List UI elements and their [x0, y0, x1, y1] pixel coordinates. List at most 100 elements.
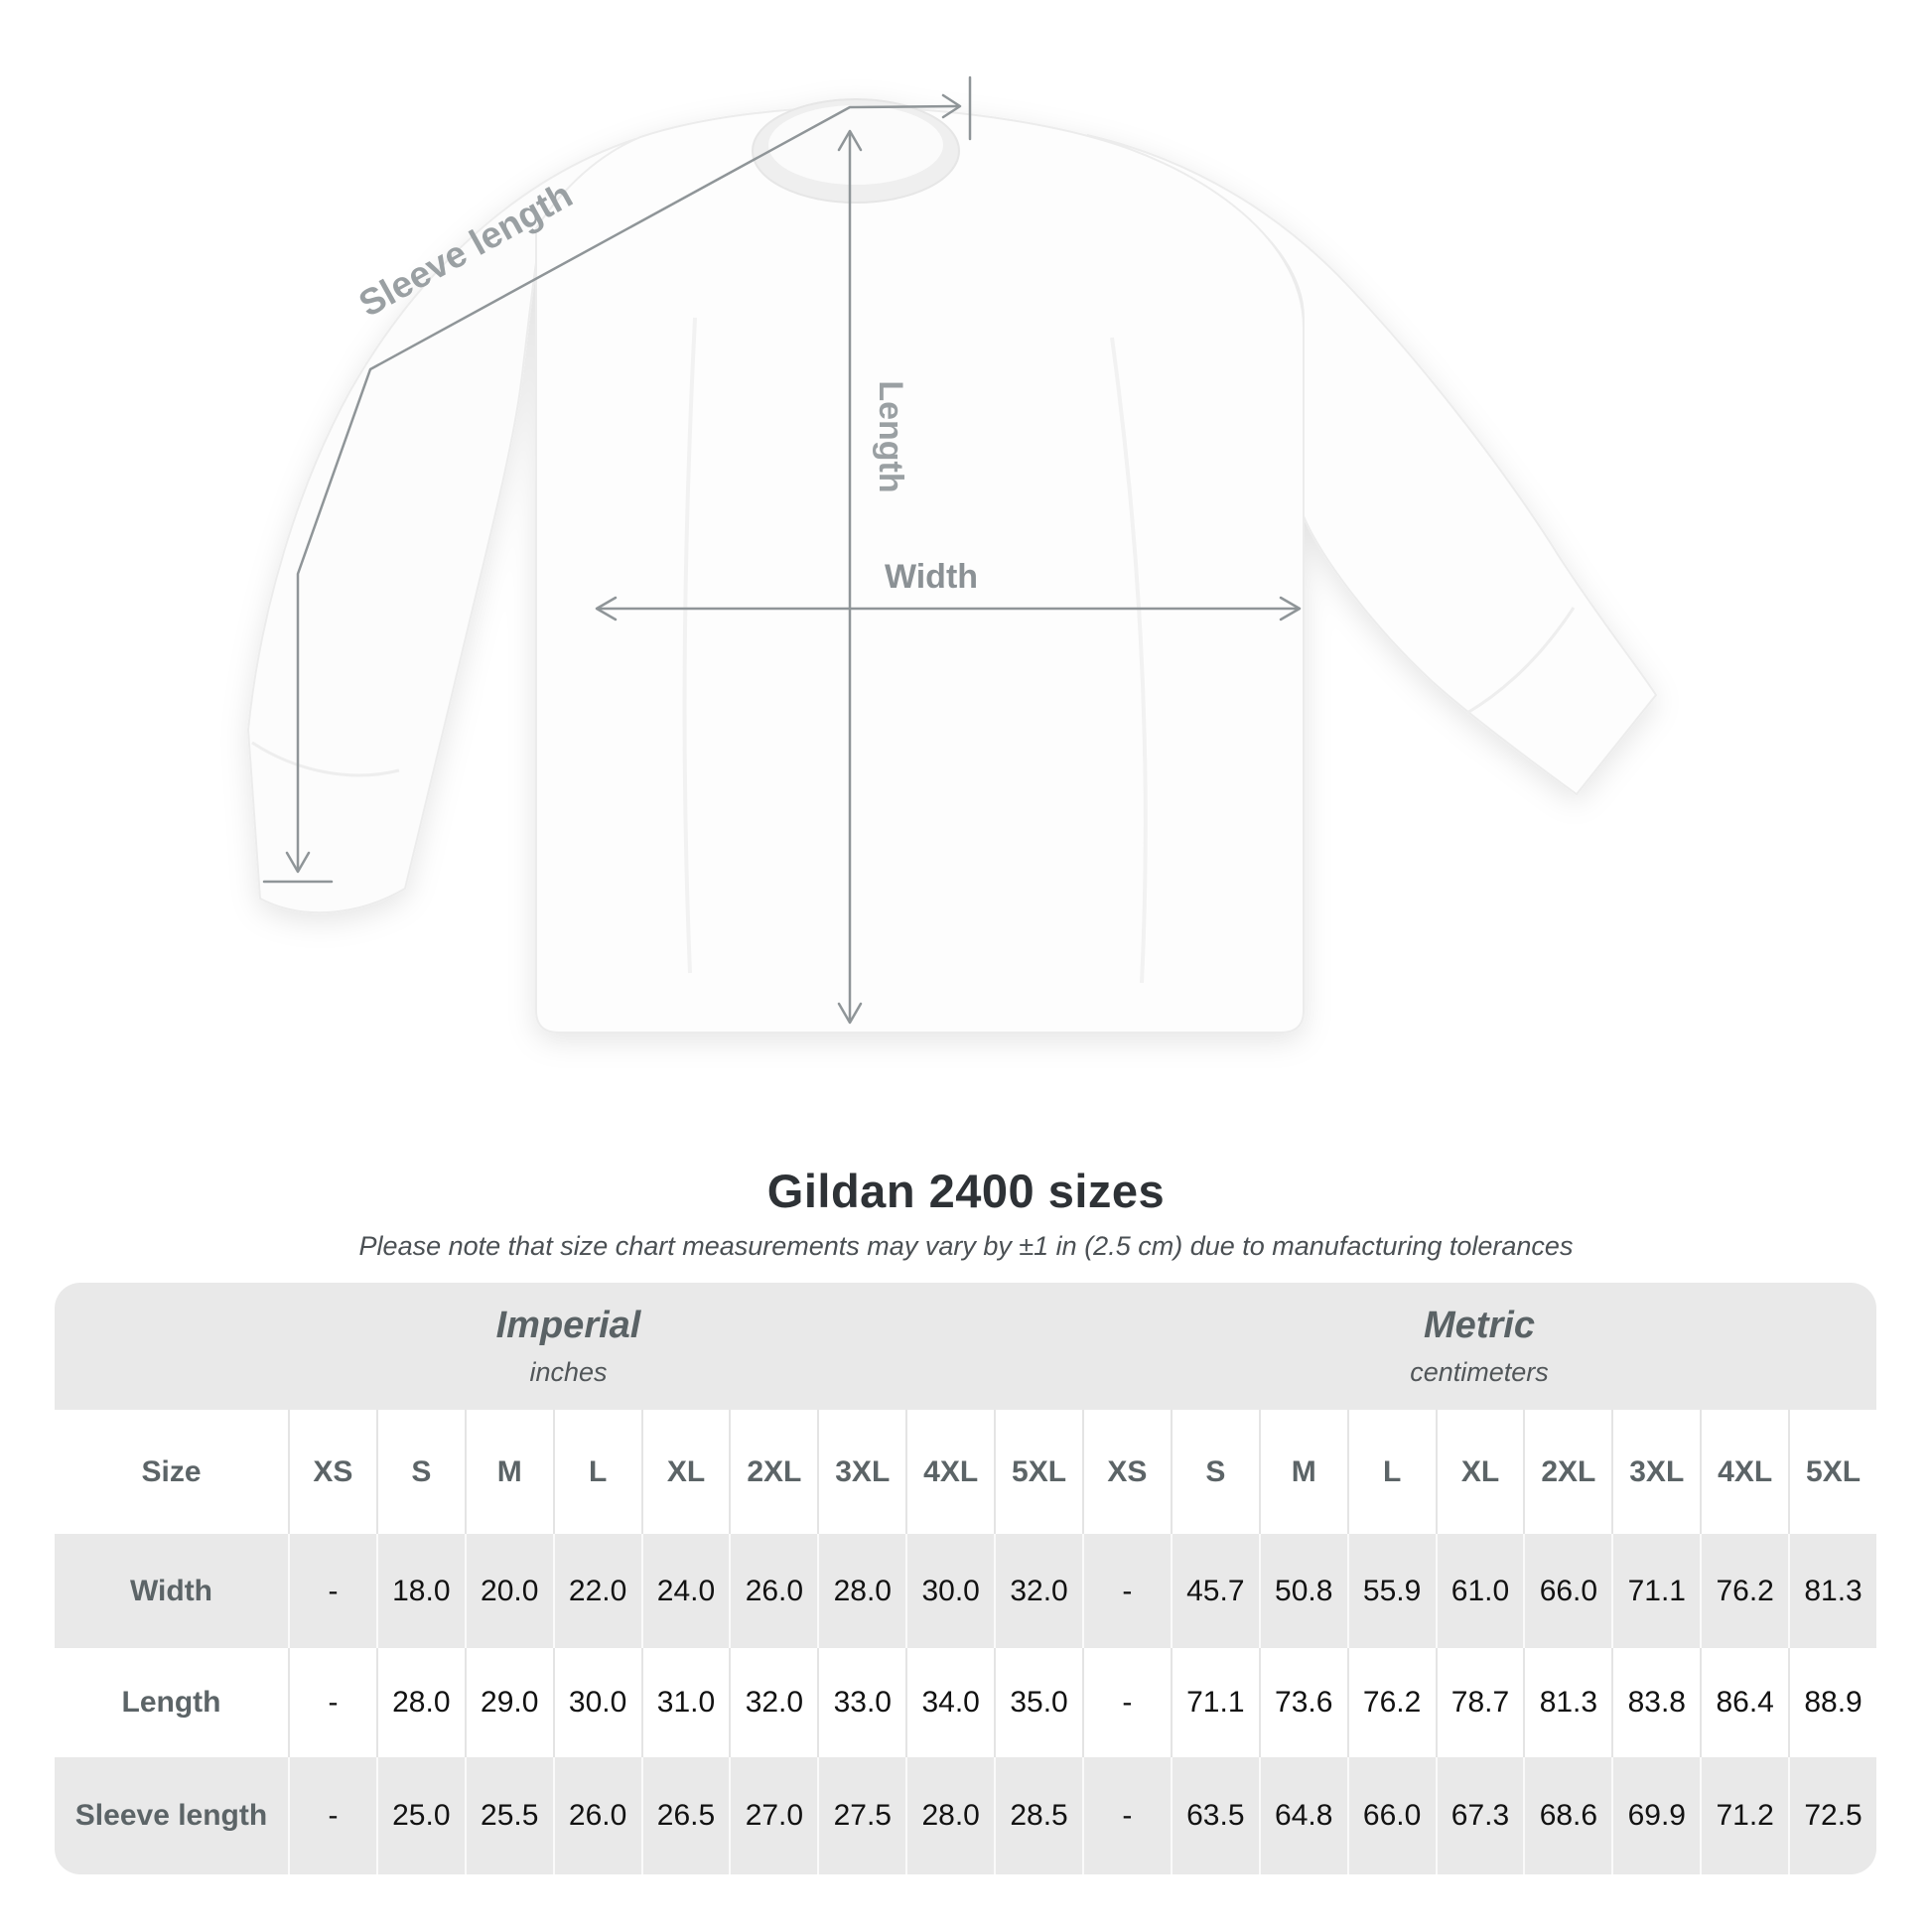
table-cell: 69.9 [1611, 1757, 1701, 1874]
table-cell: 55.9 [1346, 1534, 1436, 1648]
size-column-title: Size [55, 1410, 288, 1534]
table-cell: 64.8 [1258, 1757, 1347, 1874]
table-cell: 67.3 [1435, 1757, 1524, 1874]
table-cell: - [1081, 1648, 1171, 1757]
table-cell: 81.3 [1523, 1648, 1612, 1757]
table-cell: 27.5 [817, 1757, 906, 1874]
column-header: XL [1435, 1410, 1524, 1534]
table-cell: - [1081, 1534, 1171, 1648]
width-arrow-left [595, 596, 618, 621]
table-cell: 61.0 [1435, 1534, 1524, 1648]
table-cell: 71.2 [1700, 1757, 1789, 1874]
table-cell: 22.0 [552, 1534, 641, 1648]
sleeve-length-arrow-right [941, 93, 962, 119]
table-cell: 33.0 [817, 1648, 906, 1757]
table-cell: 28.5 [994, 1757, 1082, 1874]
unit-header-metric: Metric centimeters [1082, 1283, 1876, 1410]
metric-unit-label: centimeters [1410, 1357, 1549, 1387]
table-cell: - [1081, 1757, 1171, 1874]
table-cell: 35.0 [994, 1648, 1082, 1757]
column-header: S [1170, 1410, 1259, 1534]
column-header: 3XL [817, 1410, 906, 1534]
fabric-crease [1110, 337, 1148, 984]
sleeve-length-arrow-down [285, 851, 311, 874]
left-sleeve [246, 138, 636, 914]
imperial-unit-label: inches [529, 1357, 608, 1387]
table-cell: 76.2 [1700, 1534, 1789, 1648]
column-header: 2XL [1523, 1410, 1612, 1534]
table-cell: 50.8 [1258, 1534, 1347, 1648]
table-cell: 71.1 [1611, 1534, 1701, 1648]
table-cell: - [288, 1757, 376, 1874]
table-cell: 76.2 [1346, 1648, 1436, 1757]
table-cell: 28.0 [905, 1757, 995, 1874]
table-cell: 28.0 [817, 1534, 906, 1648]
row-label-length: Length [55, 1648, 288, 1757]
page-title: Gildan 2400 sizes [766, 1165, 1166, 1217]
table-cell: 66.0 [1346, 1757, 1436, 1874]
table-cell: 71.1 [1170, 1648, 1259, 1757]
table-cell: 45.7 [1170, 1534, 1259, 1648]
right-cuff-seam [1466, 607, 1576, 715]
table-cell: - [288, 1648, 376, 1757]
table-cell: 28.0 [375, 1648, 465, 1757]
table-cell: 68.6 [1523, 1757, 1612, 1874]
table-cell: - [288, 1534, 376, 1648]
column-header: 3XL [1611, 1410, 1701, 1534]
column-header: 4XL [905, 1410, 995, 1534]
right-sleeve [1086, 134, 1658, 796]
column-header: XS [288, 1410, 376, 1534]
table-cell: 26.0 [729, 1534, 818, 1648]
row-label-width: Width [55, 1534, 288, 1648]
table-cell: 63.5 [1170, 1757, 1259, 1874]
table-cell: 27.0 [729, 1757, 818, 1874]
table-cell: 66.0 [1523, 1534, 1612, 1648]
length-label: Length [872, 380, 909, 492]
table-cell: 30.0 [552, 1648, 641, 1757]
table-cell: 20.0 [464, 1534, 553, 1648]
table-cell: 26.0 [552, 1757, 641, 1874]
shirt-diagram: Sleeve length Length Width [246, 75, 1658, 1034]
table-cell: 31.0 [640, 1648, 730, 1757]
sleeve-length-line [296, 104, 960, 872]
column-header: 4XL [1700, 1410, 1789, 1534]
width-label: Width [885, 558, 978, 596]
table-cell: 29.0 [464, 1648, 553, 1757]
length-arrow-down [837, 1002, 863, 1025]
column-header: S [375, 1410, 465, 1534]
size-table: Imperial inches Metric centimeters Size … [55, 1283, 1876, 1874]
length-arrow-up [837, 129, 863, 152]
unit-header-imperial: Imperial inches [55, 1283, 1082, 1410]
table-cell: 81.3 [1788, 1534, 1876, 1648]
column-header: XS [1081, 1410, 1171, 1534]
table-cell: 72.5 [1788, 1757, 1876, 1874]
imperial-label: Imperial [495, 1305, 641, 1346]
collar-inner [768, 105, 943, 185]
table-cell: 88.9 [1788, 1648, 1876, 1757]
column-header: 5XL [994, 1410, 1082, 1534]
table-cell: 32.0 [994, 1534, 1082, 1648]
table-cell: 25.5 [464, 1757, 553, 1874]
column-header: L [552, 1410, 641, 1534]
table-cell: 26.5 [640, 1757, 730, 1874]
unit-header-band: Imperial inches Metric centimeters [55, 1283, 1876, 1410]
table-cell: 30.0 [905, 1534, 995, 1648]
column-header: 2XL [729, 1410, 818, 1534]
column-header: XL [640, 1410, 730, 1534]
table-cell: 86.4 [1700, 1648, 1789, 1757]
left-cuff-seam [251, 741, 400, 777]
column-header: L [1346, 1410, 1436, 1534]
column-header: M [464, 1410, 553, 1534]
row-label-sleeve-length: Sleeve length [55, 1757, 288, 1874]
table-cell: 18.0 [375, 1534, 465, 1648]
width-arrow-right [1279, 596, 1302, 621]
column-header: M [1258, 1410, 1347, 1534]
table-cell: 83.8 [1611, 1648, 1701, 1757]
table-cell: 78.7 [1435, 1648, 1524, 1757]
metric-label: Metric [1424, 1305, 1535, 1346]
table-cell: 32.0 [729, 1648, 818, 1757]
table-cell: 34.0 [905, 1648, 995, 1757]
table-cell: 73.6 [1258, 1648, 1347, 1757]
table-cell: 24.0 [640, 1534, 730, 1648]
